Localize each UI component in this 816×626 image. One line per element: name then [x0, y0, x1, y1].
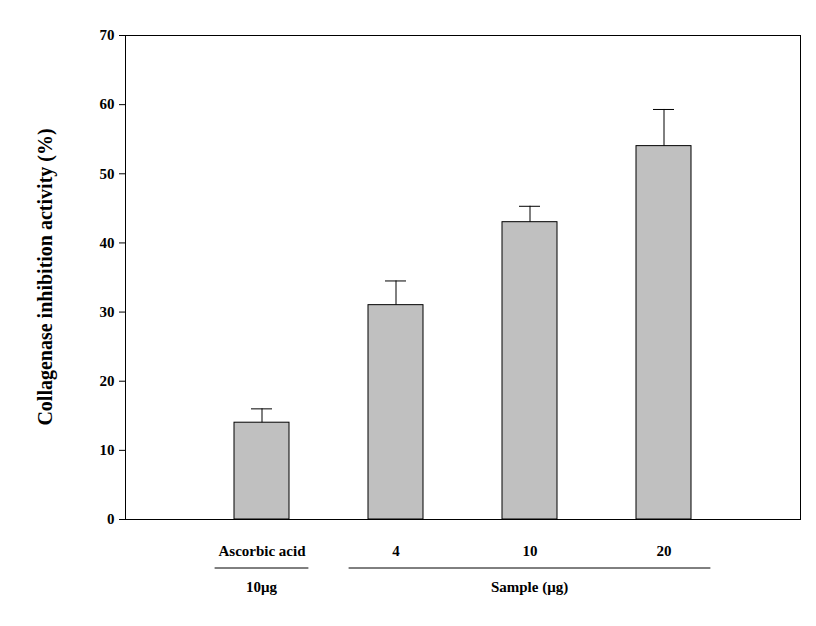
svg-text:20: 20 — [657, 543, 672, 559]
svg-text:30: 30 — [100, 304, 115, 320]
svg-text:Collagenase inhibition activit: Collagenase inhibition activity (%) — [34, 128, 57, 425]
svg-text:70: 70 — [100, 27, 115, 43]
svg-text:10μg: 10μg — [246, 579, 278, 595]
svg-text:4: 4 — [392, 543, 400, 559]
svg-text:50: 50 — [100, 166, 115, 182]
svg-text:40: 40 — [100, 235, 115, 251]
svg-text:10: 10 — [100, 442, 115, 458]
svg-text:Ascorbic acid: Ascorbic acid — [218, 543, 306, 559]
svg-text:20: 20 — [100, 373, 115, 389]
svg-text:Sample (μg): Sample (μg) — [491, 579, 568, 596]
svg-text:0: 0 — [107, 511, 115, 527]
svg-text:10: 10 — [523, 543, 538, 559]
svg-text:60: 60 — [100, 96, 115, 112]
